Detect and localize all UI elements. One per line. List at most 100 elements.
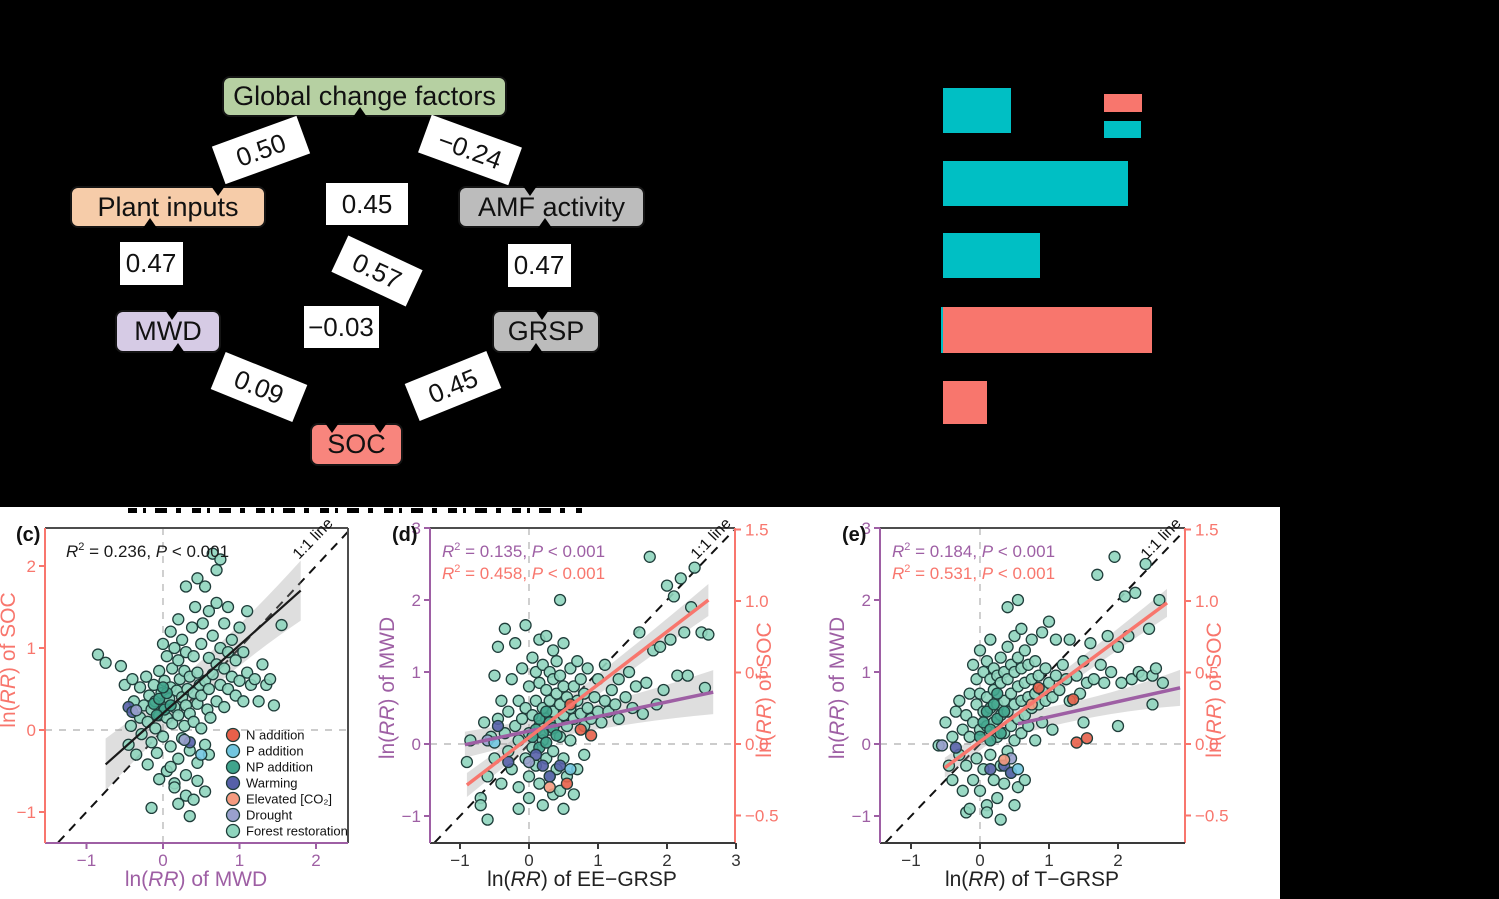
x-tick-label: 1 (235, 851, 244, 870)
y-left-tick-label: 2 (412, 591, 421, 610)
y-left-tick-label: 2 (27, 557, 36, 576)
x-tick-label: 1 (1044, 851, 1053, 870)
arrowhead-icon (535, 310, 549, 320)
x-tick-label: −1 (77, 851, 96, 870)
scatter-points-n_addition (1032, 681, 1094, 749)
path-coefficient: 0.45 (404, 350, 502, 422)
y-left-axis-label: ln(RR) of MWD (826, 617, 849, 759)
path-coefficient: 0.47 (507, 243, 571, 287)
legend-marker-n_addition (225, 727, 241, 743)
y-right-tick-label: 0.0 (745, 735, 769, 754)
legend-swatch (1104, 121, 1141, 138)
panel-letter-d: (d) (392, 524, 418, 546)
regression-line (104, 589, 302, 766)
x-tick-label: 2 (311, 851, 320, 870)
legend-marker-p_addition (225, 743, 241, 759)
y-left-tick-label: 2 (862, 591, 871, 610)
y-right-axis-label: ln(RR) of SOC (1203, 622, 1226, 757)
regression-line (464, 690, 714, 747)
y-left-tick-label: −1 (17, 803, 36, 822)
legend-marker-warming (225, 775, 241, 791)
y-right-tick-label: 0.0 (1195, 735, 1219, 754)
panel-letter-e: (e) (842, 524, 866, 546)
arrowhead-icon (211, 186, 225, 196)
scatter-panel-e: −1 0 1 2 3 2 1 0 −1 1.5 1.0 0.5 0.0 −0.5 ln(RR) of T−G… (826, 515, 1229, 891)
legend-label: Warming (246, 776, 298, 791)
path-coefficient: −0.24 (418, 114, 522, 186)
regression-line (943, 601, 1169, 770)
stats-annotation: R2 = 0.236, P < 0.001 (66, 541, 229, 561)
arrowhead-icon (143, 218, 157, 228)
legend-marker-elevated_co2 (225, 791, 241, 807)
stats-annotation: R2 = 0.184, P < 0.001 (892, 541, 1055, 561)
legend-label: P addition (246, 744, 304, 759)
arrowhead-icon (529, 343, 543, 353)
x-tick-label: 1 (593, 851, 602, 870)
legend-label: N addition (246, 728, 305, 743)
x-axis-label: ln(RR) of EE−GRSP (487, 868, 677, 891)
arrowhead-icon (165, 310, 179, 320)
legend-marker-drought (225, 807, 241, 823)
scatter-points-drought (130, 704, 191, 746)
legend-label: Drought (246, 808, 293, 823)
regression-line (1017, 686, 1181, 726)
stats-annotation: R2 = 0.135, P < 0.001 (442, 541, 605, 561)
stats-annotation: R2 = 0.531, P < 0.001 (892, 563, 1055, 583)
scatter-panel-c: −1 0 1 2 2 1 0 −1 ln(RR) of MWD ln(RR) of SOC R2 =… (0, 515, 349, 891)
y-left-tick-label: 0 (412, 735, 421, 754)
y-left-tick-label: 0 (862, 735, 871, 754)
scatter-points-warming (491, 719, 567, 783)
y-right-tick-label: 0.5 (1195, 664, 1219, 683)
arrowhead-icon (171, 343, 185, 353)
sem-node-soc: SOC (310, 423, 403, 466)
arrowhead-icon (523, 186, 537, 196)
sem-node-plant-inputs: Plant inputs (70, 186, 266, 228)
arrowhead-icon (325, 423, 339, 433)
y-right-tick-label: 1.5 (745, 521, 769, 540)
y-left-tick-label: 3 (412, 519, 421, 538)
y-left-tick-label: 1 (862, 663, 871, 682)
x-tick-label: 0 (158, 851, 167, 870)
path-coefficient: −0.03 (303, 306, 379, 348)
scatter-points-elevated_co2 (543, 781, 556, 794)
y-left-tick-label: 1 (412, 663, 421, 682)
y-right-tick-label: 0.5 (745, 664, 769, 683)
bar (943, 307, 1152, 353)
legend-label: Forest restoration (246, 824, 348, 839)
x-axis-label: ln(RR) of T−GRSP (945, 868, 1119, 891)
y-left-axis-label: ln(RR) of MWD (376, 617, 399, 759)
bar (941, 307, 944, 353)
y-left-tick-label: 3 (862, 519, 871, 538)
legend-marker-np_addition (225, 759, 241, 775)
bar (943, 381, 987, 424)
scatter-points-p_addition (1011, 763, 1025, 776)
x-tick-label: 2 (1113, 851, 1122, 870)
confidence-band (1017, 669, 1181, 735)
legend-swatch (1104, 94, 1142, 112)
x-axis-label: ln(RR) of MWD (125, 868, 267, 891)
y-left-tick-label: −1 (402, 807, 421, 826)
y-right-tick-label: −0.5 (745, 807, 779, 826)
path-coefficient: 0.47 (119, 241, 183, 285)
legend-label: NP addition (246, 760, 313, 775)
y-right-tick-label: 1.5 (1195, 521, 1219, 540)
y-right-tick-label: 1.0 (745, 592, 769, 611)
x-tick-label: 2 (662, 851, 671, 870)
scatter-svg: −1 0 1 2 2 1 0 −1 ln(RR) of MWD ln(RR) of SOC R2 =… (0, 507, 1280, 899)
scatter-panel-d: −1 0 1 2 3 3 2 1 0 −1 1.5 1.0 0.5 0.0 −0.5 ln(RR) of EE… (376, 515, 779, 891)
legend-label: Elevated [CO₂] (246, 792, 332, 807)
path-coefficient: 0.45 (326, 183, 408, 225)
x-tick-label: −1 (450, 851, 469, 870)
path-coefficient: 0.09 (210, 351, 308, 423)
y-left-axis-label: ln(RR) of SOC (0, 592, 20, 727)
x-tick-label: 0 (975, 851, 984, 870)
arrowhead-icon (538, 218, 552, 228)
bar (943, 233, 1040, 278)
bar (943, 161, 1128, 206)
scatter-points-p_addition (195, 748, 208, 761)
clipped-caption-fragments (128, 508, 582, 513)
scatter-panels-region: −1 0 1 2 2 1 0 −1 ln(RR) of MWD ln(RR) of SOC R2 =… (0, 507, 1280, 899)
x-tick-label: −1 (901, 851, 920, 870)
path-coefficient: 0.57 (331, 235, 423, 307)
